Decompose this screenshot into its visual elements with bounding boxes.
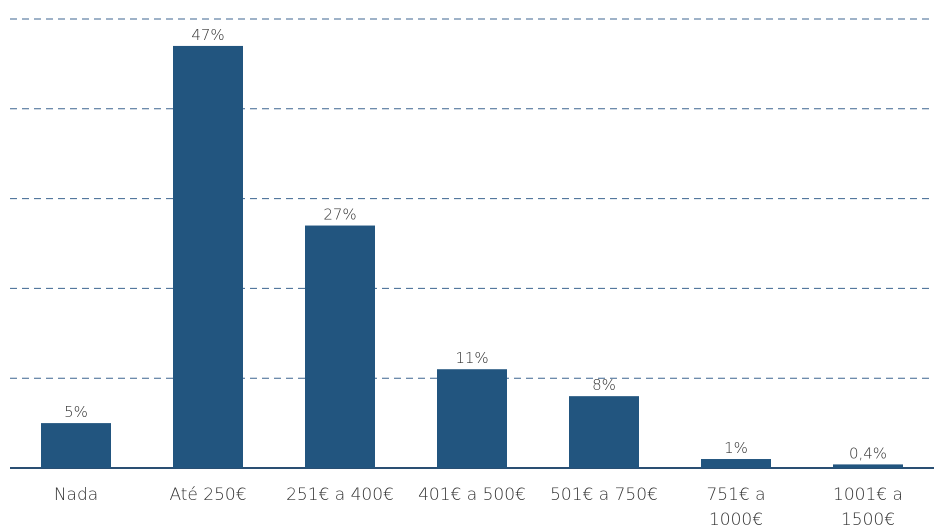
bar	[173, 45, 243, 468]
value-label: 5%	[64, 403, 88, 421]
bar	[833, 464, 903, 468]
value-label: 1%	[724, 439, 748, 457]
x-tick-label: Até 250€	[169, 485, 247, 505]
bar	[437, 369, 507, 468]
value-label: 11%	[455, 349, 488, 367]
value-label: 8%	[592, 376, 616, 394]
value-label: 27%	[323, 206, 356, 224]
x-tick-label: 401€ a 500€	[418, 485, 526, 505]
bar	[701, 459, 771, 468]
x-tick-label: Nada	[53, 485, 99, 505]
value-label: 47%	[191, 26, 224, 44]
x-tick-label: 251€ a 400€	[286, 485, 394, 505]
x-tick-label: 751€ a 1000€	[706, 485, 766, 530]
bar	[569, 396, 639, 468]
x-tick-label: 501€ a 750€	[550, 485, 658, 505]
bar	[41, 423, 111, 468]
value-label: 0,4%	[849, 444, 887, 462]
bar	[305, 225, 375, 468]
x-tick-label: 1001€ a 1500€	[833, 485, 903, 530]
